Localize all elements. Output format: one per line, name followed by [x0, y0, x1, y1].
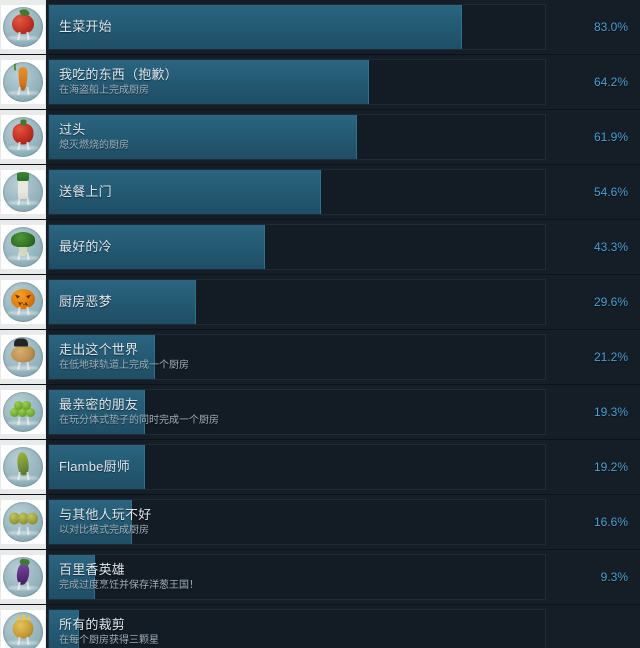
achievement-icon-cell: [0, 495, 46, 550]
achievement-icon-cell: [0, 385, 46, 440]
potato-avatar-icon: [3, 337, 43, 377]
achievement-row[interactable]: 我吃的东西（抱歉） 在海盗船上完成厨房 64.2%: [0, 55, 640, 110]
achievement-progress-bar: [49, 115, 358, 159]
icon-frame: [1, 225, 45, 269]
pumpkin-avatar-icon: [3, 282, 43, 322]
onion-king-avatar-icon: [3, 612, 43, 648]
leek-avatar-icon: [3, 172, 43, 212]
icon-frame: [1, 445, 45, 489]
achievement-name: 百里香英雄: [59, 562, 126, 577]
achievement-description: 在每个厨房获得三颗星: [59, 635, 159, 646]
achievement-row[interactable]: 厨房恶梦 29.6%: [0, 275, 640, 330]
achievement-row[interactable]: 与其他人玩不好以对比模式完成厨房 16.6%: [0, 495, 640, 550]
achievement-progress-bar: [49, 335, 155, 379]
icon-frame: [1, 5, 45, 49]
achievement-percent: [546, 605, 640, 648]
achievement-progress-bar: [49, 445, 145, 489]
achievement-percent: 54.6%: [593, 185, 628, 199]
achievement-progress-track: 我吃的东西（抱歉） 在海盗船上完成厨房: [48, 59, 546, 105]
achievement-icon-cell: [0, 165, 46, 220]
achievement-row[interactable]: 最好的冷 43.3%: [0, 220, 640, 275]
icon-frame: [1, 170, 45, 214]
achievement-progress-track: 过头 熄灭燃烧的厨房: [48, 114, 546, 160]
achievement-icon-cell: [0, 55, 46, 110]
pickle-avatar-icon: [3, 447, 43, 487]
achievement-percent: 83.0%: [593, 20, 628, 34]
achievement-row[interactable]: 生菜开始 83.0%: [0, 0, 640, 55]
achievement-progress-bar: [49, 555, 96, 599]
achievement-percent: 43.3%: [593, 240, 628, 254]
achievement-progress-track: Flambe厨师: [48, 444, 546, 490]
achievement-row[interactable]: 过头 熄灭燃烧的厨房 61.9%: [0, 110, 640, 165]
achievement-row[interactable]: Flambe厨师 19.2%: [0, 440, 640, 495]
achievement-icon-cell: [0, 605, 46, 648]
achievement-progress-track: 厨房恶梦: [48, 279, 546, 325]
achievement-progress-bar: [49, 280, 197, 324]
achievement-percent: 29.6%: [593, 295, 628, 309]
achievement-progress-track: 百里香英雄完成过度烹饪并保存洋葱王国！: [48, 554, 546, 600]
achievement-progress-bar: [49, 5, 463, 49]
achievement-progress-bar: [49, 170, 321, 214]
achievement-percent: 9.3%: [600, 570, 628, 584]
achievement-progress-track: 送餐上门: [48, 169, 546, 215]
achievement-icon-cell: [0, 330, 46, 385]
achievement-progress-track: 所有的裁剪在每个厨房获得三颗星: [48, 609, 546, 648]
achievement-label-group: 所有的裁剪在每个厨房获得三颗星: [59, 610, 545, 648]
icon-frame: [1, 500, 45, 544]
achievement-percent: 19.3%: [593, 405, 628, 419]
achievement-progress-track: 最好的冷: [48, 224, 546, 270]
achievement-name: 与其他人玩不好: [59, 507, 152, 522]
achievement-progress-bar: [49, 225, 265, 269]
achievement-label-group: 百里香英雄完成过度烹饪并保存洋葱王国！: [59, 555, 545, 599]
achievement-percent: 64.2%: [593, 75, 628, 89]
achievement-name: 所有的裁剪: [59, 617, 126, 632]
achievement-row[interactable]: 所有的裁剪在每个厨房获得三颗星: [0, 605, 640, 648]
achievement-percent: 16.6%: [593, 515, 628, 529]
achievement-description: 以对比模式完成厨房: [59, 525, 149, 536]
achievement-progress-track: 与其他人玩不好以对比模式完成厨房: [48, 499, 546, 545]
achievement-percent: 19.2%: [593, 460, 628, 474]
achievement-description: 完成过度烹饪并保存洋葱王国！: [59, 580, 199, 591]
achievement-progress-track: 走出这个世界 在低地球轨道上完成一个厨房: [48, 334, 546, 380]
icon-frame: [1, 280, 45, 324]
achievement-progress-bar: [49, 610, 79, 648]
achievement-progress-track: 最亲密的朋友 在玩分体式垫子的同时完成一个厨房: [48, 389, 546, 435]
icon-frame: [1, 335, 45, 379]
achievement-percent: 61.9%: [593, 130, 628, 144]
olives-avatar-icon: [3, 502, 43, 542]
carrot-avatar-icon: [3, 62, 43, 102]
achievement-icon-cell: [0, 440, 46, 495]
achievement-icon-cell: [0, 220, 46, 275]
icon-frame: [1, 390, 45, 434]
achievement-icon-cell: [0, 550, 46, 605]
achievement-row[interactable]: 走出这个世界 在低地球轨道上完成一个厨房 21.2%: [0, 330, 640, 385]
achievement-progress-bar: [49, 390, 146, 434]
peas-avatar-icon: [3, 392, 43, 432]
broccoli-avatar-icon: [3, 227, 43, 267]
eggplant-avatar-icon: [3, 557, 43, 597]
achievement-row[interactable]: 百里香英雄完成过度烹饪并保存洋葱王国！ 9.3%: [0, 550, 640, 605]
achievement-progress-track: 生菜开始: [48, 4, 546, 50]
achievement-icon-cell: [0, 275, 46, 330]
achievement-label-group: 与其他人玩不好以对比模式完成厨房: [59, 500, 545, 544]
tomato-avatar-icon: [3, 7, 43, 47]
icon-frame: [1, 610, 45, 648]
icon-frame: [1, 60, 45, 104]
achievement-row[interactable]: 最亲密的朋友 在玩分体式垫子的同时完成一个厨房 19.3%: [0, 385, 640, 440]
icon-frame: [1, 115, 45, 159]
achievement-row[interactable]: 送餐上门 54.6%: [0, 165, 640, 220]
achievement-icon-cell: [0, 110, 46, 165]
achievement-progress-bar: [49, 500, 132, 544]
achievement-icon-cell: [0, 0, 46, 55]
achievement-progress-bar: [49, 60, 369, 104]
achievement-percent: 21.2%: [593, 350, 628, 364]
icon-frame: [1, 555, 45, 599]
pepper-avatar-icon: [3, 117, 43, 157]
